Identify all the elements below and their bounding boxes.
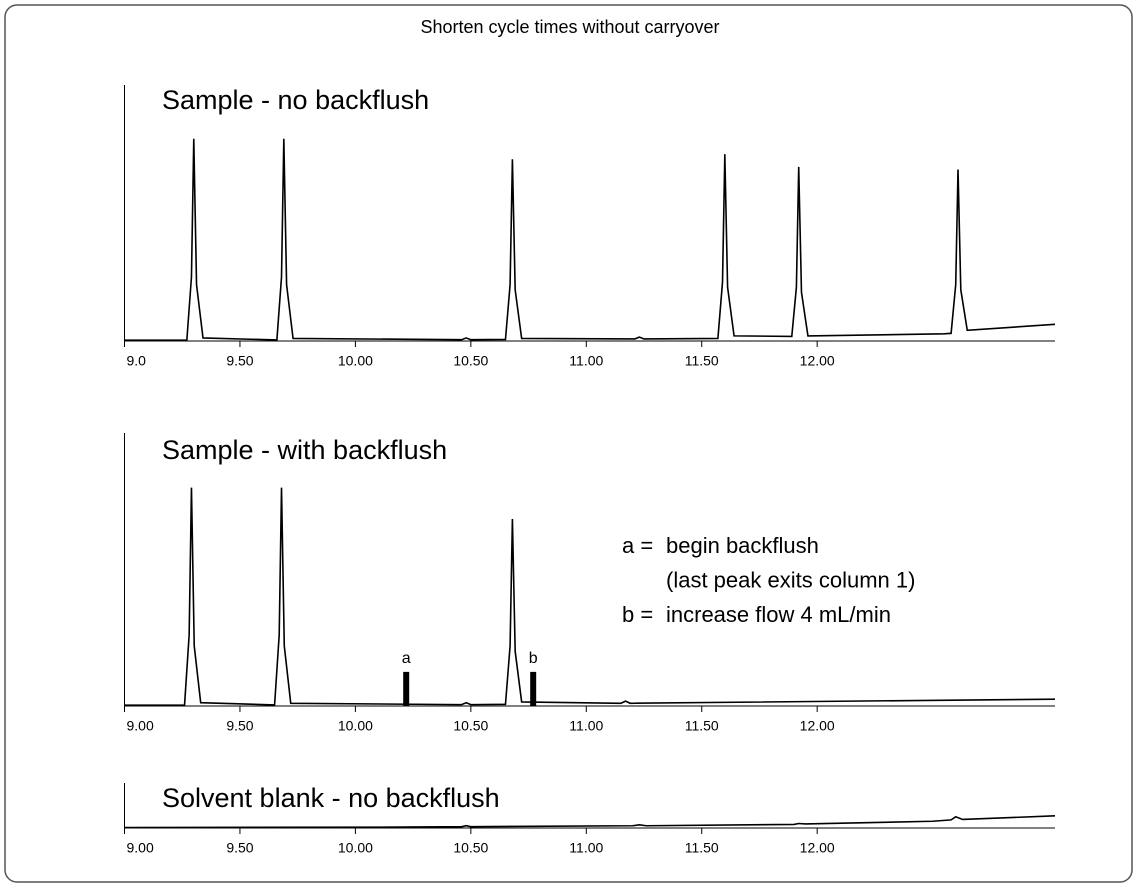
x-tick-label: 12.00 [800, 353, 835, 369]
trace [124, 815, 1056, 829]
x-tick-label: 10.00 [338, 840, 373, 856]
x-tick-label: 11.00 [569, 353, 603, 369]
x-tick-label: 11.50 [685, 718, 719, 734]
x-tick-label: 9.50 [226, 353, 253, 369]
annotation-text: increase flow 4 mL/min [666, 602, 891, 627]
event-marker [530, 671, 537, 706]
event-marker-label: b [529, 650, 538, 667]
trace [124, 138, 1056, 342]
x-tick-label: 9.0 [127, 353, 147, 369]
annotation-key: a = [622, 533, 653, 558]
panel-title: Solvent blank - no backflush [162, 783, 500, 813]
x-tick-label: 10.00 [338, 353, 373, 369]
x-tick-label: 11.00 [569, 718, 603, 734]
x-tick-label: 12.00 [800, 840, 835, 856]
x-tick-label: 10.50 [453, 718, 488, 734]
frame [4, 4, 1133, 883]
panel-title: Sample - with backflush [162, 435, 447, 465]
chart-title: Shorten cycle times without carryover [420, 17, 719, 37]
event-marker-label: a [402, 650, 411, 667]
x-tick-label: 11.50 [685, 840, 719, 856]
x-tick-label: 12.00 [800, 718, 835, 734]
x-tick-label: 9.00 [127, 718, 154, 734]
x-tick-label: 11.00 [569, 840, 603, 856]
x-tick-label: 9.50 [226, 718, 253, 734]
x-tick-label: 10.50 [453, 353, 488, 369]
x-tick-label: 9.00 [127, 840, 154, 856]
x-tick-label: 10.00 [338, 718, 373, 734]
annotation-text: begin backflush [666, 533, 819, 558]
x-tick-label: 9.50 [226, 840, 253, 856]
panel-title: Sample - no backflush [162, 85, 429, 115]
event-marker [403, 671, 410, 706]
annotation-key: b = [622, 602, 653, 627]
x-tick-label: 10.50 [453, 840, 488, 856]
x-tick-label: 11.50 [685, 353, 719, 369]
annotation-text: (last peak exits column 1) [666, 567, 915, 592]
trace [124, 487, 1056, 706]
